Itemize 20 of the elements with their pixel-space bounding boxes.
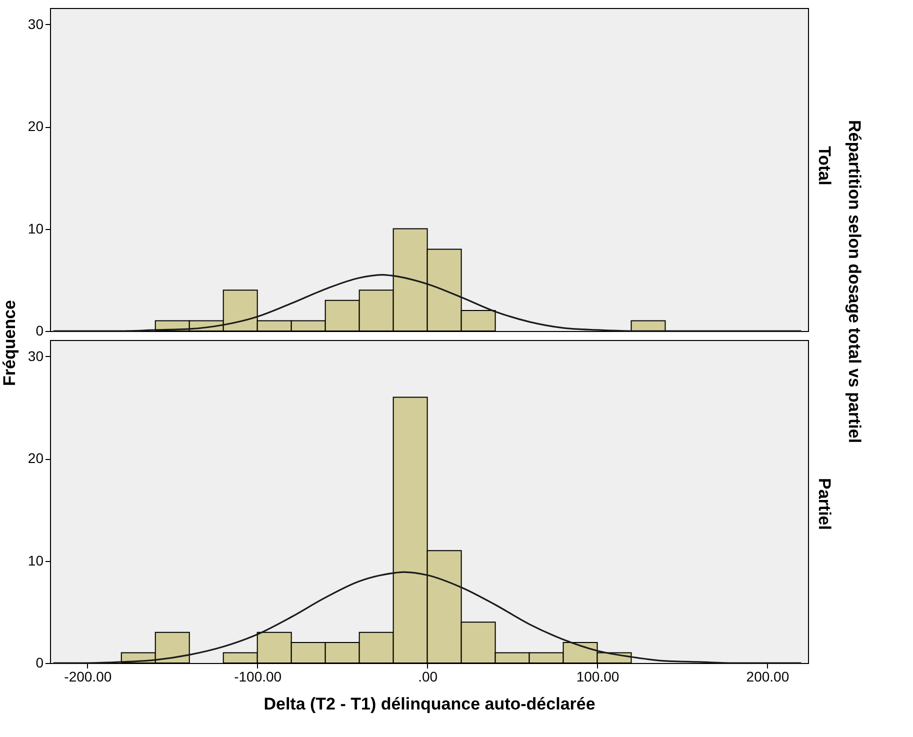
x-tick-label: .00	[418, 668, 438, 684]
y-axis-title: Fréquence	[0, 300, 20, 386]
y-tick-label: 20	[28, 118, 44, 134]
x-tick-label: -100.00	[234, 668, 282, 684]
text: Total	[814, 146, 834, 186]
y-tick-label: 20	[28, 450, 44, 466]
x-tick-label: 200.00	[746, 668, 790, 684]
text: Répartition selon dosage total vs partiel	[844, 120, 864, 444]
y-tick-label: 30	[28, 348, 44, 364]
line-series	[52, 571, 802, 664]
y-tick-label: 10	[28, 552, 44, 568]
y-tick-label: 10	[28, 220, 44, 236]
x-axis-title: Delta (T2 - T1) délinquance auto-déclarée	[264, 694, 596, 714]
x-tick-label: 100.00	[576, 668, 620, 684]
y-tick-label: 30	[28, 16, 44, 32]
line-series	[52, 274, 802, 332]
y-tick-label: 0	[36, 322, 44, 338]
text: Partiel	[814, 478, 834, 530]
x-tick-label: -200.00	[64, 668, 112, 684]
y-tick-label: 0	[36, 654, 44, 670]
